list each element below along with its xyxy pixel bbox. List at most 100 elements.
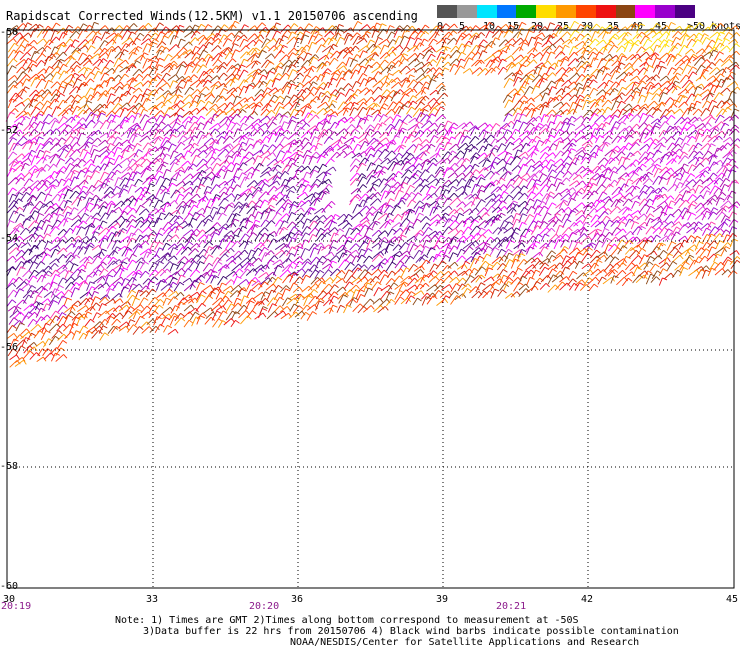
wind-barb — [518, 130, 528, 138]
wind-barb — [406, 74, 411, 83]
wind-barb — [489, 58, 496, 68]
wind-barb-feather — [246, 103, 251, 109]
wind-barb-feather — [25, 78, 31, 82]
wind-barb — [364, 124, 371, 132]
wind-barb — [574, 123, 584, 131]
wind-barb — [50, 120, 56, 129]
wind-barb — [128, 171, 134, 180]
wind-barb-feather — [610, 87, 615, 93]
wind-barb-feather — [180, 100, 185, 105]
wind-barb — [149, 32, 156, 40]
wind-barb — [245, 60, 255, 68]
wind-barb — [173, 100, 181, 109]
wind-barb-feather — [237, 86, 242, 91]
wind-barb — [667, 67, 673, 76]
wind-barb — [26, 60, 33, 70]
wind-barb-feather — [159, 22, 164, 26]
wind-barb-feather — [318, 121, 324, 126]
wind-barb-feather — [207, 176, 213, 181]
wind-barb-feather — [664, 43, 670, 48]
wind-barb-feather — [396, 114, 402, 118]
wind-barb-feather — [377, 71, 383, 75]
wind-barb — [407, 45, 416, 53]
colorbar-label: 20 — [531, 21, 544, 32]
wind-barb — [490, 186, 499, 195]
wind-barb-feather — [311, 35, 317, 39]
wind-barb-feather — [329, 30, 335, 36]
wind-barb — [407, 124, 417, 131]
wind-barb-feather — [415, 58, 420, 63]
wind-barb — [119, 66, 128, 73]
wind-barb — [19, 51, 28, 61]
wind-barb-feather — [77, 47, 82, 52]
wind-barb-feather — [586, 24, 592, 29]
wind-barb-feather — [528, 77, 534, 81]
wind-barb — [643, 65, 650, 76]
wind-barb-feather — [403, 104, 408, 108]
wind-barb — [377, 106, 383, 115]
wind-barb — [616, 78, 623, 88]
wind-barb-feather — [188, 101, 193, 107]
wind-barb-feather — [567, 170, 572, 175]
wind-barb — [519, 42, 524, 52]
wind-barb-feather — [207, 24, 213, 28]
wind-barb — [618, 108, 624, 118]
wind-barb-feather — [194, 37, 200, 42]
wind-barb — [356, 118, 362, 129]
wind-barb-feather — [154, 38, 159, 43]
wind-barb-feather — [83, 95, 88, 100]
wind-barb-feather — [323, 108, 328, 113]
wind-barb — [70, 100, 76, 110]
wind-barb-feather — [474, 135, 480, 140]
wind-barb-feather — [234, 20, 240, 24]
wind-barb — [58, 80, 64, 90]
wind-barb — [41, 100, 48, 110]
wind-barb-feather — [125, 43, 131, 47]
wind-barb — [714, 114, 721, 124]
wind-barb — [671, 37, 677, 46]
wind-barb — [379, 44, 385, 55]
wind-barb — [83, 151, 88, 160]
wind-barb-feather — [334, 111, 339, 117]
wind-barb-feather — [132, 64, 137, 69]
wind-barb-feather — [63, 148, 69, 153]
wind-barb — [272, 125, 281, 132]
wind-barb-feather — [545, 51, 551, 55]
wind-barb — [84, 71, 92, 81]
wind-barb-feather — [371, 96, 376, 102]
wind-barb — [679, 58, 688, 67]
wind-barb-feather — [612, 36, 618, 40]
wind-barb — [64, 55, 72, 62]
wind-barb-feather — [544, 104, 549, 108]
wind-barb-feather — [318, 33, 323, 37]
wind-barb-feather — [261, 22, 267, 27]
wind-barb-feather — [187, 160, 192, 166]
wind-barb-feather — [471, 51, 476, 56]
wind-barb-feather — [519, 69, 524, 75]
wind-barb — [622, 108, 632, 116]
wind-barb — [653, 102, 663, 110]
wind-barb-feather — [144, 114, 150, 118]
wind-barb-feather — [656, 122, 661, 126]
wind-barb-feather — [351, 151, 356, 156]
wind-barb — [476, 122, 486, 130]
wind-barb — [629, 130, 637, 138]
wind-barb-feather — [39, 121, 45, 125]
wind-barb — [474, 32, 482, 40]
wind-barb — [702, 65, 709, 75]
wind-barb-feather — [460, 58, 466, 62]
wind-barb — [70, 114, 77, 123]
wind-barb-feather — [287, 111, 292, 116]
wind-barb-feather — [315, 151, 321, 156]
wind-barb-feather — [530, 122, 535, 127]
wind-barb — [324, 103, 333, 111]
wind-barb-feather — [698, 108, 703, 113]
wind-barb-feather — [183, 47, 188, 52]
wind-barb-feather — [70, 44, 75, 49]
wind-barb — [350, 69, 356, 80]
wind-barb-feather — [336, 143, 341, 149]
wind-barb-feather — [630, 66, 635, 71]
wind-barb-feather — [685, 34, 691, 38]
wind-barb — [512, 54, 522, 62]
wind-barb — [114, 107, 121, 115]
